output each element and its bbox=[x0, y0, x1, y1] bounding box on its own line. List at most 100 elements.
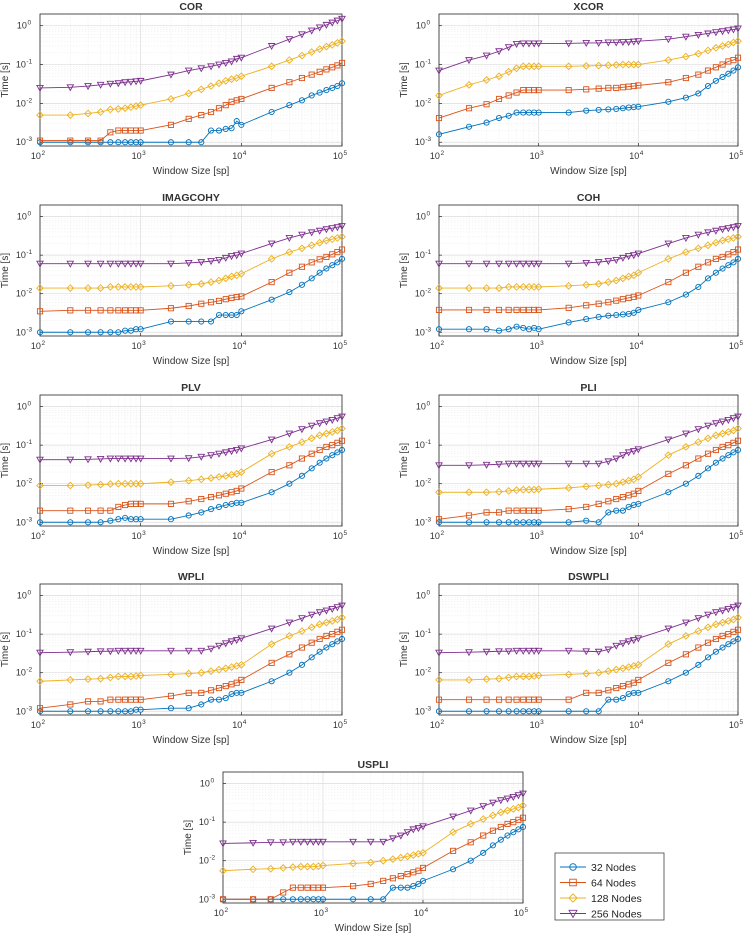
data-point bbox=[303, 862, 312, 871]
data-point bbox=[682, 269, 689, 276]
data-point bbox=[535, 109, 542, 116]
chart-title: DSWPLI bbox=[568, 571, 609, 583]
data-point bbox=[268, 84, 275, 91]
data-point bbox=[479, 815, 488, 823]
data-point bbox=[712, 446, 719, 454]
data-point bbox=[207, 506, 215, 513]
y-tick-label: 100 bbox=[200, 778, 215, 789]
data-point bbox=[222, 695, 229, 702]
data-point bbox=[309, 838, 318, 846]
data-point bbox=[504, 487, 513, 495]
data-point bbox=[725, 262, 732, 269]
series-256-nodes bbox=[435, 25, 742, 75]
data-point bbox=[396, 853, 405, 862]
data-point bbox=[333, 415, 342, 423]
data-point bbox=[594, 259, 603, 267]
data-point bbox=[167, 71, 175, 79]
data-point bbox=[535, 326, 542, 333]
data-point bbox=[127, 647, 135, 655]
data-point bbox=[333, 234, 342, 242]
data-point bbox=[582, 39, 591, 47]
data-point bbox=[612, 455, 621, 463]
data-point bbox=[84, 456, 92, 464]
y-axis-label: Time [s] bbox=[183, 820, 194, 855]
data-point bbox=[121, 260, 129, 268]
data-point bbox=[495, 509, 503, 516]
data-point bbox=[328, 417, 337, 425]
x-axis-label: Window Size [sp] bbox=[550, 735, 627, 746]
data-point bbox=[36, 308, 44, 315]
data-point bbox=[496, 808, 505, 817]
data-point bbox=[534, 260, 543, 268]
data-point bbox=[519, 40, 528, 48]
panel-plv: 102 103 104 105 10-3 10-2 10-1 100 PLV Window Siz… bbox=[0, 382, 347, 557]
y-axis-label: Time [s] bbox=[0, 443, 11, 478]
data-point bbox=[304, 884, 311, 891]
data-point bbox=[237, 660, 246, 669]
data-point bbox=[682, 74, 689, 82]
data-point bbox=[635, 689, 642, 696]
data-point bbox=[635, 292, 642, 299]
data-point bbox=[695, 283, 702, 290]
data-point bbox=[734, 255, 742, 262]
data-point bbox=[682, 94, 689, 101]
data-point bbox=[334, 638, 341, 645]
data-point bbox=[613, 696, 620, 703]
data-point bbox=[184, 476, 193, 485]
series-line bbox=[223, 826, 524, 900]
data-point bbox=[718, 429, 727, 438]
data-point bbox=[97, 137, 104, 144]
data-point bbox=[664, 436, 673, 444]
data-point bbox=[512, 260, 521, 268]
data-point bbox=[505, 507, 512, 514]
data-point bbox=[512, 283, 521, 291]
data-point bbox=[185, 689, 192, 696]
data-point bbox=[296, 838, 305, 846]
y-tick-label: 10-1 bbox=[415, 59, 432, 70]
data-point bbox=[664, 240, 673, 248]
data-point bbox=[495, 327, 503, 334]
data-point bbox=[133, 307, 140, 314]
data-point bbox=[316, 68, 323, 75]
data-point bbox=[482, 461, 491, 469]
data-point bbox=[734, 613, 742, 622]
y-tick-label: 10-1 bbox=[16, 249, 33, 260]
data-point bbox=[136, 77, 145, 85]
series-64-nodes bbox=[219, 814, 527, 903]
series-line bbox=[438, 440, 739, 520]
data-point bbox=[630, 104, 637, 111]
legend-label: 256 Nodes bbox=[591, 909, 642, 921]
data-point bbox=[504, 67, 513, 76]
panel-xcor: 102 103 104 105 10-3 10-2 10-1 100 XCOR Window Si… bbox=[399, 1, 743, 177]
data-point bbox=[227, 638, 236, 646]
data-point bbox=[167, 455, 175, 463]
series-32-nodes bbox=[435, 635, 742, 715]
data-point bbox=[328, 19, 337, 27]
data-point bbox=[704, 465, 712, 472]
data-point bbox=[323, 632, 330, 639]
data-point bbox=[127, 455, 135, 463]
data-point bbox=[322, 21, 331, 29]
data-point bbox=[565, 109, 572, 116]
series-line bbox=[40, 40, 343, 116]
y-tick-label: 10-2 bbox=[16, 667, 33, 678]
data-point bbox=[634, 473, 643, 481]
chart-title: USPLI bbox=[358, 759, 389, 771]
data-point bbox=[505, 708, 512, 715]
data-point bbox=[338, 223, 346, 231]
y-axis-label: Time [s] bbox=[0, 62, 11, 97]
data-point bbox=[582, 259, 591, 267]
series-64-nodes bbox=[36, 246, 346, 315]
data-point bbox=[435, 114, 443, 122]
data-point bbox=[84, 109, 92, 118]
data-point bbox=[665, 279, 672, 286]
x-tick-label: 105 bbox=[333, 340, 348, 351]
data-point bbox=[308, 639, 315, 646]
data-point bbox=[604, 667, 613, 676]
data-point bbox=[435, 91, 443, 100]
data-point bbox=[719, 253, 726, 260]
data-point bbox=[629, 662, 638, 670]
data-point bbox=[122, 708, 129, 715]
series-64-nodes bbox=[36, 59, 346, 144]
data-point bbox=[389, 855, 397, 864]
